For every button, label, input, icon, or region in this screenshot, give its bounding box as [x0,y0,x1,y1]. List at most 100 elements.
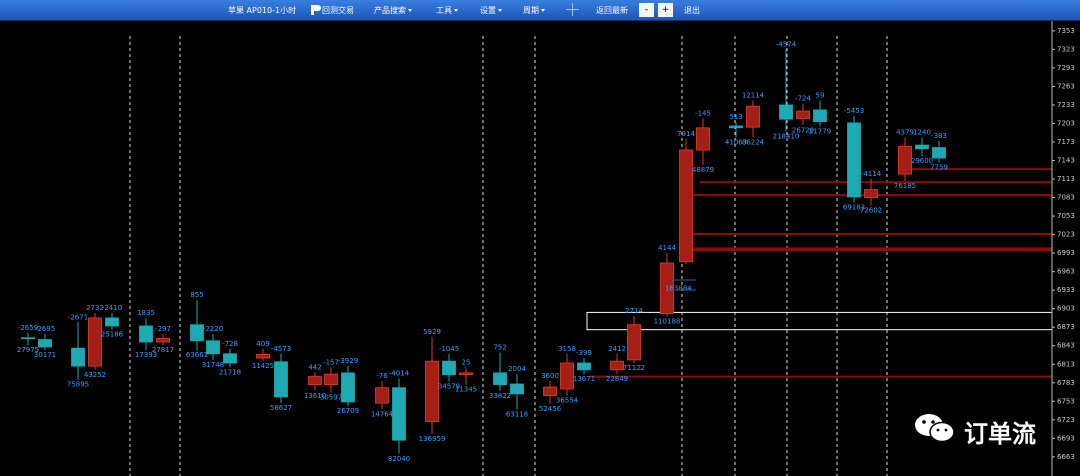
candle-body [898,145,912,175]
label-below: 22849 [606,375,628,383]
y-tick-label: 6903 [1057,305,1075,313]
y-tick-label: 6813 [1057,360,1075,368]
label-above: 59 [816,92,825,100]
menu[interactable]: 设置 [480,5,502,16]
label-above: -4114 [861,170,882,178]
label-below: 72602 [860,207,882,215]
y-tick-label: 7083 [1057,194,1075,202]
exit[interactable]: 退出 [684,6,700,15]
label-above: -2695 [35,325,55,333]
y-tick-label: 6963 [1057,268,1075,276]
label-below: 11425 [252,362,274,370]
wechat-icon [915,414,955,443]
y-tick-label: 7023 [1057,231,1075,239]
label-above: -399 [576,349,592,357]
candle-body [392,387,406,441]
candle-body [679,149,693,263]
label-above: -2220 [203,325,223,333]
label-below: 25186 [101,331,124,339]
label-above: -76 [376,372,388,380]
label-below: 21779 [809,128,831,136]
label-above: -4014 [389,369,410,377]
candle-body [560,362,574,390]
y-tick-label: 6993 [1057,249,1075,257]
menu[interactable]: 产品搜索 [374,5,412,16]
menu[interactable]: 周期 [523,5,545,16]
toolbar: 苹果 AP010-1小时 回测交易 产品搜索 工具 设置 周期 返回最新 - +… [0,0,1080,21]
label-below: 13610 [304,392,326,400]
label-above: -728 [222,340,238,348]
candle-body [105,317,119,327]
y-tick-label: 7173 [1057,138,1075,146]
y-tick-label: 6663 [1057,453,1075,461]
candle-body [543,386,557,397]
label-above: 5929 [423,328,441,336]
label-below: 7759 [930,163,948,171]
label-below: 136959 [419,435,446,443]
y-tick-label: 6693 [1057,434,1075,442]
candle-body [932,147,946,159]
crosshair-icon[interactable] [566,3,579,16]
label-side: 163884 [665,284,692,292]
label-above: 12114 [742,92,765,100]
label-above: -2659 [18,324,38,332]
candle-body [660,262,674,315]
watermark: 订单流 [912,410,1072,448]
label-above: -383 [931,132,947,140]
candle-body [223,353,237,364]
label-above: -145 [695,110,711,118]
y-tick-label: 6843 [1057,342,1075,350]
label-below: 86224 [742,139,765,147]
candle-body [274,361,288,398]
candle-body [796,110,810,119]
candle-body [729,125,743,129]
candle-body [156,337,170,343]
back-latest[interactable]: 返回最新 [596,6,628,15]
candle-body [139,325,153,343]
label-below: 71122 [623,364,645,372]
label-above: 4379 [896,129,914,137]
label-below: 63661 [186,351,208,359]
label-above: 442 [308,363,321,371]
label-above: -4573 [271,345,291,353]
label-above: 7914 [677,130,695,138]
candle-body [71,347,85,367]
label-below: 14764 [371,410,394,418]
label-above: 4144 [658,244,676,252]
label-below: 69183 [843,204,865,212]
zoom-in[interactable]: + [658,3,673,17]
y-tick-label: 6783 [1057,379,1075,387]
label-above: 3600 [541,372,559,380]
label-above: 25 [462,358,471,366]
label-below: 33822 [489,392,511,400]
label-below: 17393 [135,351,157,359]
label-below: 34579 [438,383,460,391]
zoom-out[interactable]: - [639,3,654,17]
candle-body [746,105,760,128]
label-below: 82040 [388,455,410,463]
label-above: 2412 [608,345,626,353]
candle-body [510,383,524,395]
label-below: 30171 [34,351,56,359]
label-below: 26720 [792,126,814,134]
label-above: 752 [493,344,506,352]
y-tick-label: 7143 [1057,157,1075,165]
candle-body [813,109,827,123]
label-above: 2004 [508,365,526,373]
y-tick-label: 7113 [1057,175,1075,183]
label-below: 48879 [692,166,714,174]
label-below: 41063 [725,139,747,147]
candle-body [21,337,35,340]
label-below: 31748 [202,361,224,369]
label-above: -1045 [439,345,459,353]
label-above: 2732 [86,304,104,312]
menu[interactable]: 工具 [436,5,458,16]
label-below: 75895 [67,381,89,389]
label-above: 513 [729,113,742,121]
label-above: -2410 [102,304,122,312]
candle-body [864,189,878,198]
label-below: 21718 [219,368,241,376]
label-below: 58627 [270,404,292,412]
label-below: 11345 [455,386,477,394]
candle-body [190,324,204,342]
